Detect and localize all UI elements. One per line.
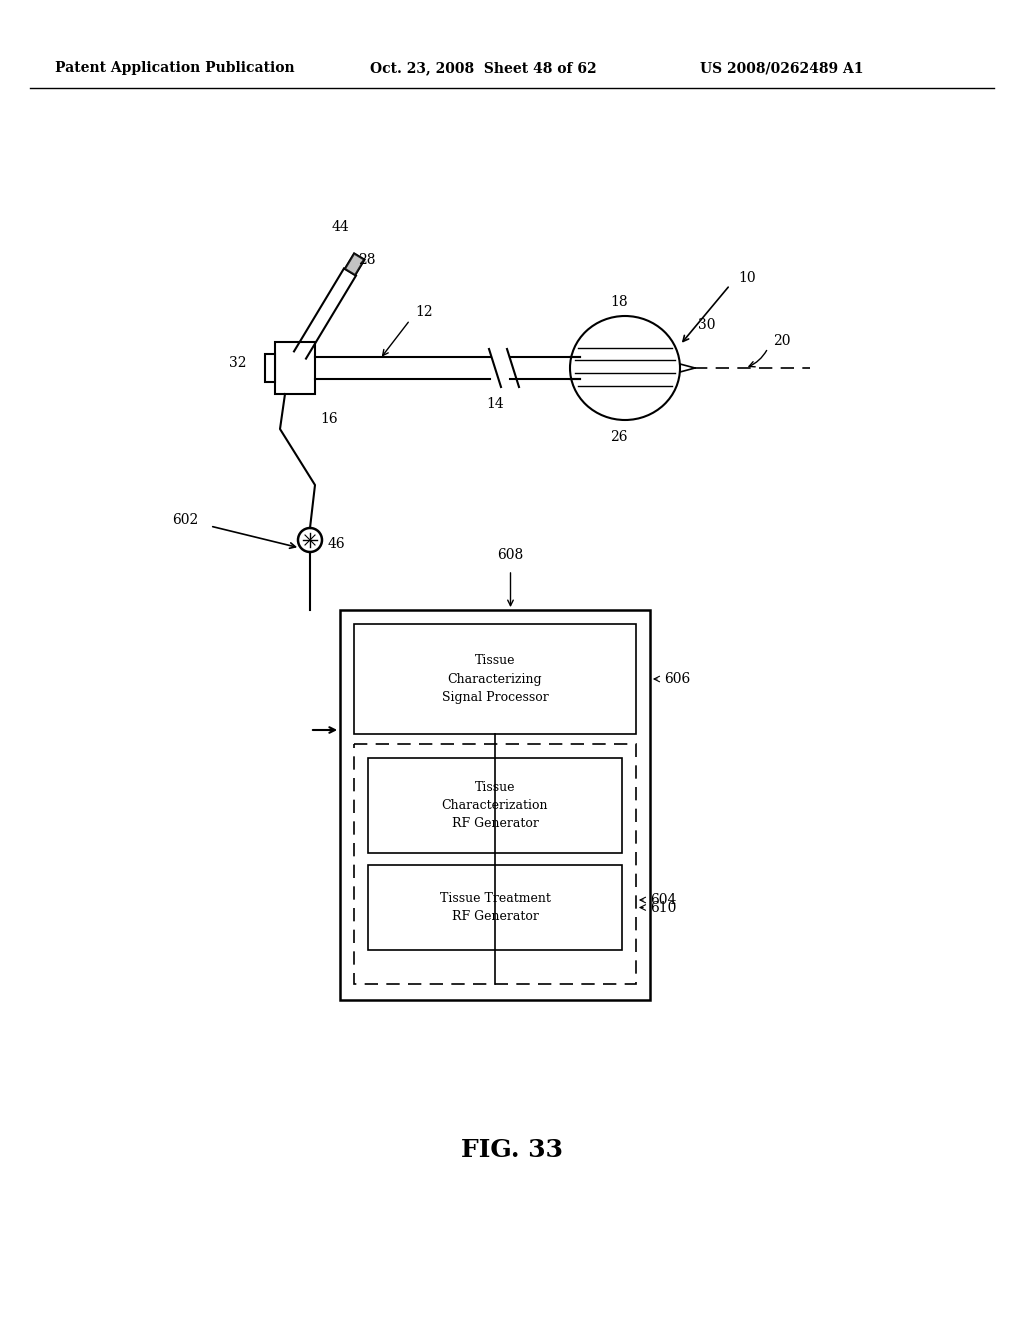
Text: FIG. 33: FIG. 33 <box>461 1138 563 1162</box>
Text: 46: 46 <box>328 537 346 550</box>
Text: 32: 32 <box>228 356 246 370</box>
Text: 602: 602 <box>172 513 198 527</box>
Text: 606: 606 <box>664 672 690 686</box>
Text: 608: 608 <box>498 548 523 562</box>
Bar <box>368 758 622 853</box>
Bar <box>275 342 315 393</box>
Bar <box>340 610 650 1001</box>
Text: 28: 28 <box>358 253 376 267</box>
Text: 30: 30 <box>698 318 716 333</box>
Text: 26: 26 <box>610 430 628 444</box>
Text: 44: 44 <box>332 220 350 234</box>
Bar <box>354 624 636 734</box>
Bar <box>368 865 622 950</box>
Text: 18: 18 <box>610 294 628 309</box>
Text: 604: 604 <box>650 894 677 907</box>
Text: 610: 610 <box>650 900 677 915</box>
Text: US 2008/0262489 A1: US 2008/0262489 A1 <box>700 61 863 75</box>
Bar <box>265 354 275 381</box>
Text: Patent Application Publication: Patent Application Publication <box>55 61 295 75</box>
Text: Oct. 23, 2008  Sheet 48 of 62: Oct. 23, 2008 Sheet 48 of 62 <box>370 61 597 75</box>
Circle shape <box>298 528 322 552</box>
Text: Tissue
Characterization
RF Generator: Tissue Characterization RF Generator <box>441 781 548 830</box>
Polygon shape <box>345 253 365 275</box>
Text: 14: 14 <box>486 397 504 411</box>
Text: 10: 10 <box>738 271 756 285</box>
Text: 16: 16 <box>319 412 338 426</box>
Text: Tissue
Characterizing
Signal Processor: Tissue Characterizing Signal Processor <box>441 655 549 704</box>
Bar <box>354 744 636 983</box>
Text: 20: 20 <box>773 334 791 348</box>
Text: 12: 12 <box>415 305 432 319</box>
Ellipse shape <box>570 315 680 420</box>
Text: Tissue Treatment
RF Generator: Tissue Treatment RF Generator <box>439 892 551 923</box>
Polygon shape <box>345 253 365 275</box>
